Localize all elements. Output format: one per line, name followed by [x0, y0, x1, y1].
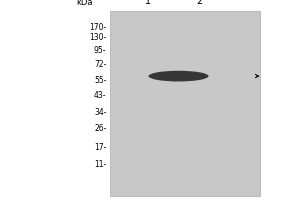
Text: 26-: 26-: [94, 124, 106, 133]
Text: 2: 2: [196, 0, 202, 6]
Text: 55-: 55-: [94, 76, 106, 85]
Text: 34-: 34-: [94, 108, 106, 117]
Text: 72-: 72-: [94, 60, 106, 69]
Text: 95-: 95-: [94, 46, 106, 55]
Text: 1: 1: [146, 0, 152, 6]
Text: 43-: 43-: [94, 91, 106, 100]
Text: 17-: 17-: [94, 143, 106, 152]
Bar: [110, 11, 260, 196]
Ellipse shape: [148, 71, 208, 81]
Text: 170-: 170-: [89, 23, 106, 32]
Text: 11-: 11-: [94, 160, 106, 169]
Text: kDa: kDa: [76, 0, 93, 7]
Text: 130-: 130-: [89, 33, 106, 42]
